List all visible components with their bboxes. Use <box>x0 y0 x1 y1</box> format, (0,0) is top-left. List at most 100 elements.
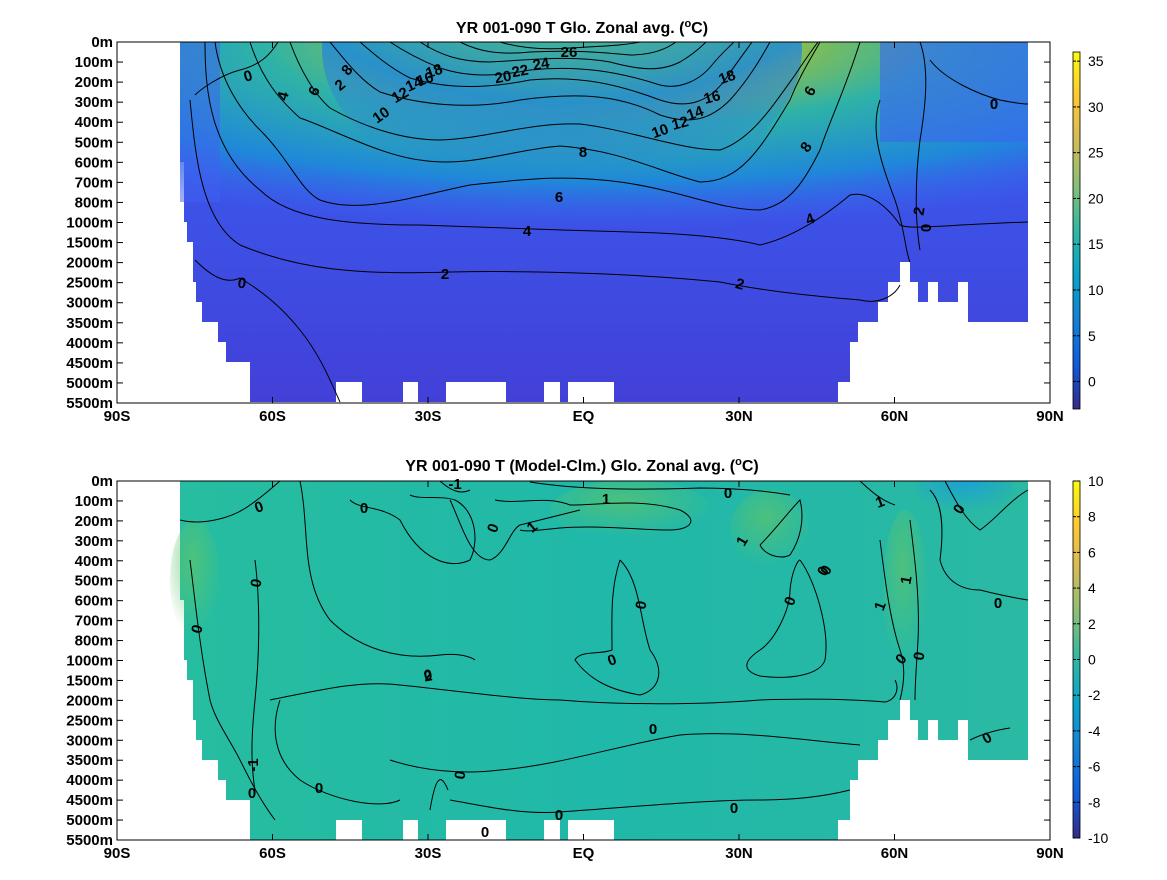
contour-label: 2 <box>441 266 449 283</box>
x-tick-label: 30N <box>725 845 753 862</box>
contour-label: 4 <box>523 223 532 240</box>
contour-label: 14 <box>684 102 706 124</box>
y-tick-label: 200m <box>75 513 113 530</box>
y-tick-label: 4000m <box>66 335 113 352</box>
y-tick-label: 400m <box>75 114 113 131</box>
contour-label: 12 <box>670 113 691 134</box>
contour-label: 18 <box>716 67 737 89</box>
colorbar-tick-label: 20 <box>1088 190 1104 206</box>
colorbar-tick-label: 10 <box>1088 473 1104 489</box>
x-tick-label: EQ <box>573 408 595 425</box>
bottom-y-axis: 0m 100m 200m 300m 400m 500m 600m 700m 800m 1000m 1… <box>66 473 1050 849</box>
colorbar-tick-label: 30 <box>1088 99 1104 115</box>
contour-label: 0 <box>315 780 323 797</box>
contour-label: 2 <box>910 206 928 217</box>
y-tick-label: 3000m <box>66 732 113 749</box>
contour-label: 2 <box>423 667 434 685</box>
y-tick-label: 1000m <box>66 653 113 670</box>
contour-label: 16 <box>702 87 723 108</box>
top-panel: YR 001-090 T Glo. Zonal avg. (oC) <box>66 18 1104 425</box>
x-tick-label: 90N <box>1036 408 1064 425</box>
colorbar-tick-label: -6 <box>1088 759 1101 775</box>
colorbar-tick-label: 0 <box>1088 374 1096 390</box>
contour-label: 0 <box>423 666 434 684</box>
top-colorbar-ticks: 0 5 10 15 20 25 30 35 <box>1073 53 1104 390</box>
y-tick-label: 1000m <box>66 215 113 232</box>
y-tick-label: 5000m <box>66 375 113 392</box>
x-tick-label: 30S <box>415 408 442 425</box>
y-tick-label: 2000m <box>66 692 113 709</box>
bottom-panel-title: YR 001-090 T (Model-Clm.) Glo. Zonal avg… <box>405 456 758 475</box>
x-tick-label: 90S <box>104 408 131 425</box>
y-tick-label: 2500m <box>66 275 113 292</box>
colorbar-tick-label: 6 <box>1088 544 1096 560</box>
contour-label: 0 <box>649 721 657 738</box>
colorbar-tick-label: 5 <box>1088 328 1096 344</box>
y-tick-label: 500m <box>75 134 113 151</box>
y-tick-label: 3000m <box>66 295 113 312</box>
contour-label: 1 <box>602 491 610 508</box>
contour-label: 0 <box>632 600 650 611</box>
contour-label: 0 <box>248 785 256 802</box>
contour-label: 1 <box>897 575 915 586</box>
y-tick-label: 100m <box>75 54 113 71</box>
contour-label: 10 <box>649 121 670 143</box>
contour-label: 26 <box>561 44 578 61</box>
contour-label: 0 <box>451 770 469 781</box>
top-y-axis: 0m 100m 200m 300m 400m 500m 600m 700m 800m 1000m 1… <box>66 34 1050 412</box>
top-x-axis: 90S 60S 30S EQ 30N 60N 90N <box>104 42 1064 425</box>
y-tick-label: 600m <box>75 154 113 171</box>
contour-label: 0 <box>724 485 732 502</box>
y-tick-label: 3500m <box>66 315 113 332</box>
top-panel-field <box>180 42 1029 403</box>
y-tick-label: 1500m <box>66 672 113 689</box>
bottom-colorbar-ticks: 10 8 6 4 2 0 -2 -4 -6 -8 -10 <box>1073 473 1108 846</box>
x-tick-label: 90S <box>104 845 131 862</box>
x-tick-label: 90N <box>1036 845 1064 862</box>
y-tick-label: 4000m <box>66 772 113 789</box>
contour-label: 8 <box>579 144 587 161</box>
contour-label: 20 <box>493 68 512 88</box>
contour-label: 0 <box>481 824 489 841</box>
x-tick-label: 30S <box>415 845 442 862</box>
contour-label: 12 <box>389 84 412 107</box>
y-tick-label: 4500m <box>66 355 113 372</box>
x-tick-label: EQ <box>573 845 595 862</box>
contour-label: 0 <box>236 274 247 292</box>
y-tick-label: 200m <box>75 74 113 91</box>
y-tick-label: 800m <box>75 194 113 211</box>
y-tick-label: 700m <box>75 613 113 630</box>
y-tick-label: 0m <box>91 34 113 51</box>
contour-label: 0 <box>994 595 1002 612</box>
bottom-x-axis: 90S 60S 30S EQ 30N 60N 90N <box>104 481 1064 862</box>
y-tick-label: 800m <box>75 633 113 650</box>
contour-label: 0 <box>730 800 738 817</box>
contour-label: 18 <box>423 61 444 83</box>
top-panel-title: YR 001-090 T Glo. Zonal avg. (oC) <box>456 18 708 37</box>
x-tick-label: 60N <box>881 845 909 862</box>
contour-label: 10 <box>370 104 393 127</box>
contour-label: 0 <box>360 500 368 517</box>
colorbar-tick-label: 35 <box>1088 53 1104 69</box>
x-tick-label: 60S <box>259 845 286 862</box>
contour-label: 0 <box>555 807 563 824</box>
top-contour-lines <box>189 42 1029 403</box>
colorbar-tick-label: 0 <box>1088 652 1096 668</box>
y-tick-label: 2500m <box>66 712 113 729</box>
y-tick-label: 300m <box>75 533 113 550</box>
y-tick-label: 700m <box>75 174 113 191</box>
colorbar-tick-label: 8 <box>1088 509 1096 525</box>
x-tick-label: 30N <box>725 408 753 425</box>
y-tick-label: 100m <box>75 493 113 510</box>
y-tick-label: 400m <box>75 553 113 570</box>
bottom-contour-lines <box>179 481 1029 821</box>
contour-label: 16 <box>414 69 435 91</box>
bottom-ocean-area <box>180 481 1028 840</box>
y-tick-label: 5000m <box>66 812 113 829</box>
colorbar-tick-label: -2 <box>1088 687 1101 703</box>
contour-label: 0 <box>910 651 928 662</box>
y-tick-label: 300m <box>75 94 113 111</box>
